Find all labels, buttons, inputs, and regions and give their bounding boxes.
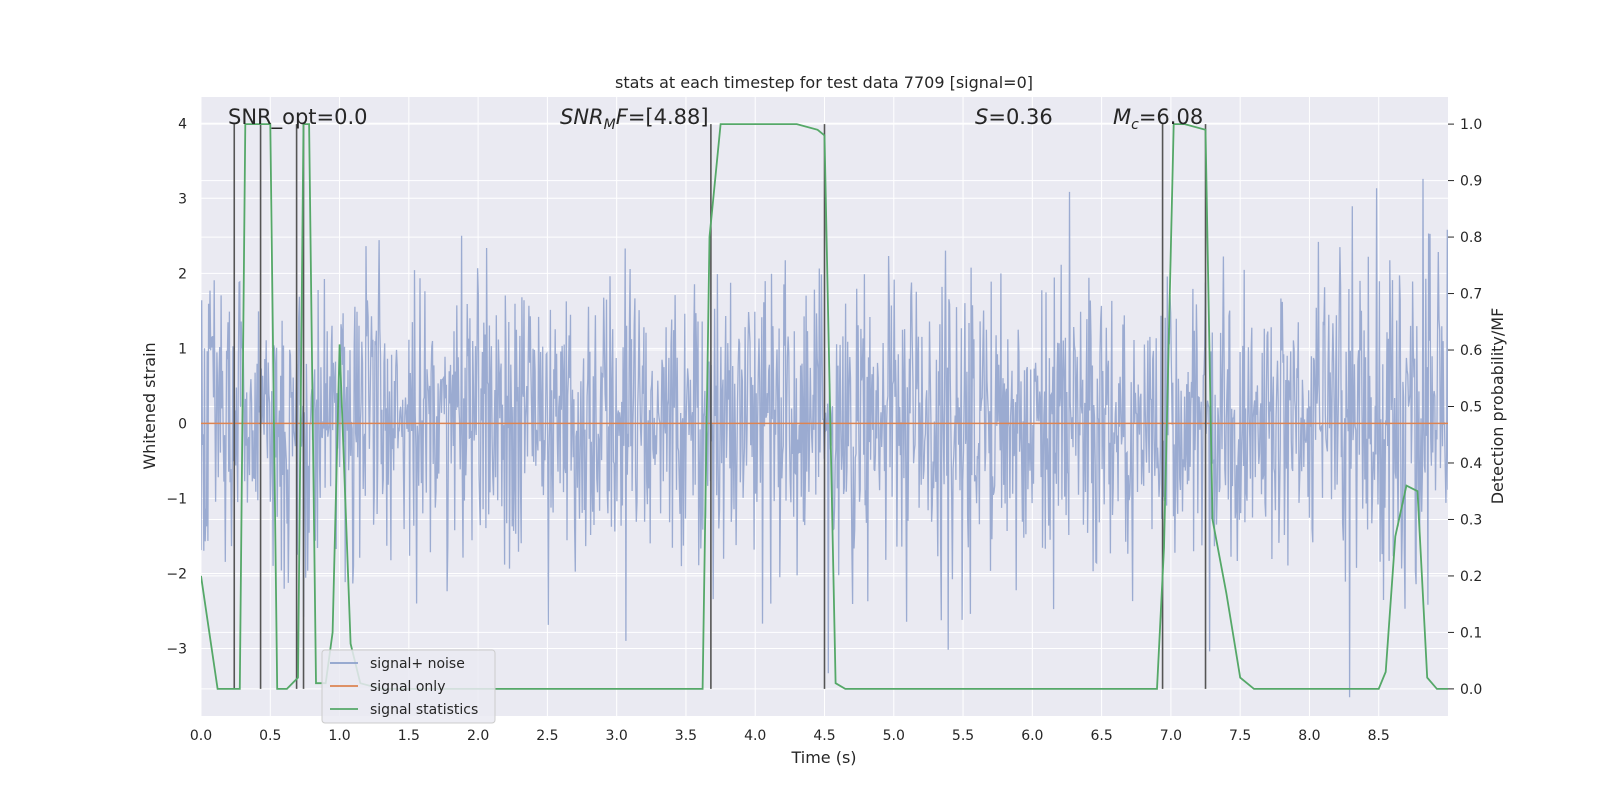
y-tick-label-right: 0.3 (1460, 512, 1482, 528)
x-tick-label: 8.5 (1368, 728, 1390, 744)
stats-layer (201, 123, 1448, 690)
y-tick-label-left: −2 (166, 566, 187, 582)
y-tick-label-left: 1 (178, 341, 187, 357)
mc-value: =6.08 (1139, 105, 1203, 129)
y-tick-label-right: 0.5 (1460, 400, 1482, 416)
x-axis-label: Time (s) (790, 748, 856, 767)
y-tick-label-left: 0 (178, 416, 187, 432)
y-tick-label-right: 1.0 (1460, 117, 1482, 133)
s-symbol: S (975, 105, 988, 129)
vline-layer (233, 124, 1207, 689)
legend: signal+ noise signal only signal statist… (321, 649, 496, 724)
mc-symbol: M (1113, 105, 1131, 129)
annotation-mc: Mc=6.08 (1113, 105, 1203, 133)
y-tick-label-right: 0.8 (1460, 230, 1482, 246)
y-tick-labels-right: 1.0 0.9 0.8 0.7 0.6 0.5 0.4 0.3 0.2 0.1 0.0 (1448, 117, 1482, 698)
y-tick-label-right: 0.4 (1460, 456, 1482, 472)
x-tick-label: 6.5 (1090, 728, 1112, 744)
x-tick-label: 5.5 (952, 728, 974, 744)
legend-box (321, 649, 496, 724)
y-axis-label-left: Whitened strain (140, 342, 159, 469)
y-tick-label-right: 0.0 (1460, 682, 1482, 698)
x-tick-label: 7.5 (1229, 728, 1251, 744)
x-tick-label: 0.5 (259, 728, 281, 744)
mc-subscript: c (1131, 117, 1139, 133)
y-tick-label-right: 0.6 (1460, 343, 1482, 359)
x-tick-label: 8.0 (1298, 728, 1320, 744)
y-tick-label-left: −3 (166, 641, 187, 657)
x-tick-label: 4.0 (744, 728, 766, 744)
y-tick-label-right: 0.7 (1460, 287, 1482, 303)
legend-label-signal: signal only (370, 679, 445, 695)
legend-label-stats: signal statistics (370, 702, 478, 718)
snr-mf-subscript: M (604, 117, 616, 133)
y-tick-label-right: 0.2 (1460, 569, 1482, 585)
chart-title: stats at each timestep for test data 770… (615, 73, 1033, 92)
x-tick-label: 7.0 (1160, 728, 1182, 744)
x-tick-label: 4.5 (813, 728, 835, 744)
x-tick-label: 1.5 (398, 728, 420, 744)
x-tick-label: 6.0 (1021, 728, 1043, 744)
annotation-snr-mf: SNRMF=[4.88] (560, 105, 709, 133)
y-tick-label-left: 4 (178, 116, 187, 132)
y-tick-label-left: 3 (178, 191, 187, 207)
x-tick-label: 1.0 (328, 728, 350, 744)
legend-label-noise: signal+ noise (370, 656, 465, 672)
y-tick-labels-left: 4 3 2 1 0 −1 −2 −3 (166, 116, 187, 657)
y-tick-label-left: 2 (178, 266, 187, 282)
x-tick-label: 2.0 (467, 728, 489, 744)
x-tick-label: 0.0 (190, 728, 212, 744)
x-tick-label: 2.5 (536, 728, 558, 744)
y-tick-label-right: 0.9 (1460, 174, 1482, 190)
x-tick-label: 3.5 (675, 728, 697, 744)
annotation-snr-opt: SNR_opt=0.0 (228, 105, 368, 130)
series-signal-statistics (201, 123, 1448, 690)
s-value: =0.36 (988, 105, 1052, 129)
x-tick-labels: 0.0 0.5 1.0 1.5 2.0 2.5 3.0 3.5 4.0 4.5 5.0 5.5 6.0 6… (190, 728, 1390, 744)
snr-mf-mid: F (616, 105, 629, 129)
annotation-s: S=0.36 (975, 105, 1053, 129)
y-tick-label-right: 0.1 (1460, 625, 1482, 641)
y-tick-label-left: −1 (166, 491, 187, 507)
x-tick-label: 5.0 (883, 728, 905, 744)
snr-mf-value: =[4.88] (628, 105, 709, 129)
x-tick-label: 3.0 (606, 728, 628, 744)
y-axis-label-right: Detection probability/MF (1488, 308, 1507, 505)
snr-mf-symbol: SNR (560, 105, 604, 129)
